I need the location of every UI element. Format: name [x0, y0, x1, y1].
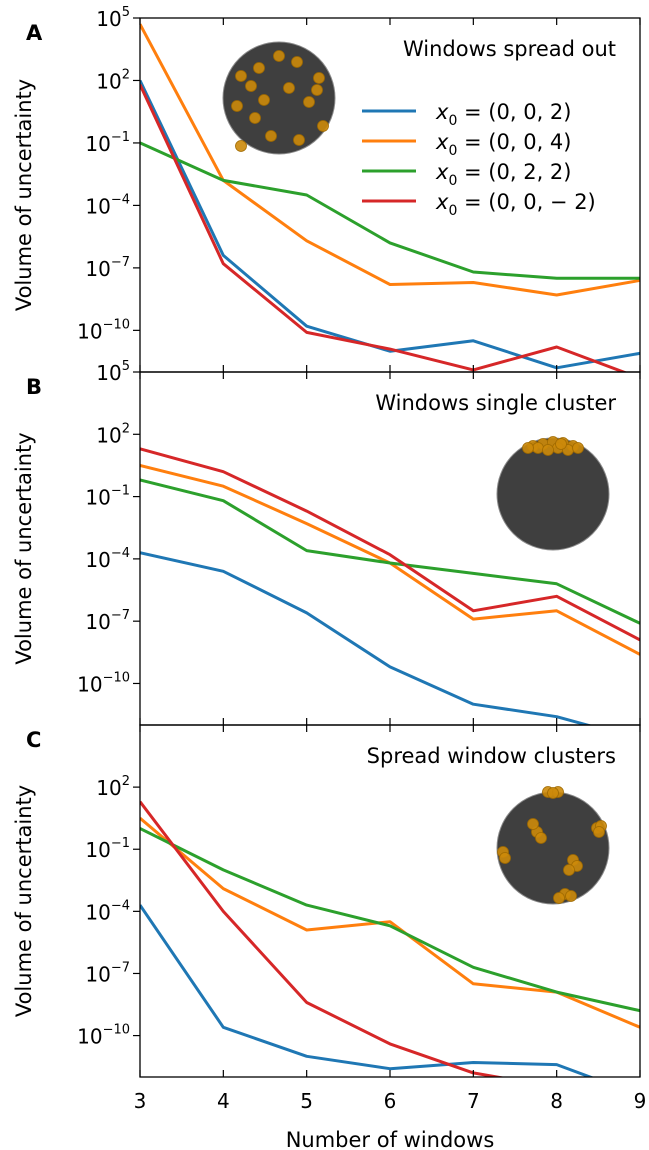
y-tick-label: 10−1 — [85, 836, 130, 862]
window-dot — [555, 438, 567, 450]
series-line-4 — [140, 83, 628, 372]
y-tick-label: 105 — [96, 359, 130, 385]
window-dot — [593, 826, 605, 838]
window-dot — [303, 96, 315, 108]
window-dot — [283, 82, 295, 94]
y-tick-label: 10−1 — [85, 484, 130, 510]
window-dot — [235, 70, 247, 82]
window-dot — [565, 890, 577, 902]
series-line-3 — [140, 827, 640, 1013]
panel-letter: B — [26, 375, 42, 399]
x-tick-label: 9 — [634, 1089, 647, 1113]
window-dot — [231, 100, 243, 112]
y-axis-label: Volume of uncertainty — [12, 432, 36, 664]
window-dot — [291, 56, 303, 68]
x-tick-label: 4 — [217, 1089, 230, 1113]
series-line-3 — [140, 141, 640, 280]
series-group — [140, 800, 640, 1077]
inset-sphere — [496, 786, 610, 905]
series-line-4 — [140, 800, 506, 1077]
sphere-body — [496, 791, 610, 905]
panel-b: 105 102 10−1 10−4 10−7 10−10 Volume of uncerta… — [12, 359, 641, 726]
y-tick-label: 105 — [96, 5, 130, 31]
window-dot — [553, 892, 565, 904]
legend: x0 = (0, 0, 2)x0 = (0, 0, 4)x0 = (0, 2, … — [362, 100, 596, 219]
y-tick-label: 10−4 — [85, 546, 130, 572]
panel-c: 3 4 5 6 7 8 9 102 10−1 10−4 10−7 10−10 Volume of unc… — [12, 724, 647, 1150]
panel-letter: A — [26, 21, 43, 45]
series-group — [140, 447, 640, 725]
window-dot — [249, 112, 261, 124]
window-dot — [311, 84, 323, 96]
x-tick-label: 6 — [384, 1089, 397, 1113]
legend-label: x0 = (0, 0, 2) — [435, 100, 571, 129]
x-tick-label: 5 — [300, 1089, 313, 1113]
window-dot — [235, 140, 247, 152]
window-dot — [313, 72, 325, 84]
y-tick-label: 102 — [96, 774, 130, 800]
window-dot — [542, 444, 554, 456]
x-tick-label: 3 — [134, 1089, 147, 1113]
series-line-1 — [140, 551, 593, 725]
y-tick-label: 10−10 — [77, 1023, 130, 1049]
window-dot — [258, 94, 270, 106]
window-dot — [253, 62, 265, 74]
window-dot — [535, 832, 547, 844]
y-tick-label: 10−7 — [85, 608, 130, 634]
y-tick-label: 10−10 — [77, 670, 130, 696]
inset-sphere — [496, 436, 610, 551]
x-tick-label: 8 — [550, 1089, 563, 1113]
sphere-body — [496, 437, 610, 551]
window-dot — [317, 120, 329, 132]
y-tick-label: 102 — [96, 421, 130, 447]
legend-label: x0 = (0, 0, 4) — [435, 130, 571, 159]
window-dot — [532, 442, 544, 454]
window-dot — [527, 818, 539, 830]
window-dot — [293, 134, 305, 146]
series-line-4 — [140, 447, 640, 642]
x-axis-label: Number of windows — [286, 1128, 495, 1150]
window-dot — [499, 852, 511, 864]
panel-letter: C — [26, 728, 41, 752]
y-tick-label: 10−7 — [85, 255, 130, 281]
sphere-body — [222, 41, 336, 155]
y-tick-label: 102 — [96, 67, 130, 93]
window-dot — [547, 787, 559, 799]
window-dot — [273, 50, 285, 62]
series-line-1 — [140, 904, 595, 1077]
y-tick-label: 10−10 — [77, 317, 130, 343]
legend-label: x0 = (0, 0, − 2) — [435, 190, 596, 219]
y-axis-label: Volume of uncertainty — [12, 785, 36, 1017]
x-tick-label: 7 — [467, 1089, 480, 1113]
window-dot — [563, 864, 575, 876]
series-line-3 — [140, 478, 640, 625]
window-dot — [522, 442, 534, 454]
panel-title: Windows single cluster — [375, 391, 616, 415]
y-tick-label: 10−4 — [85, 898, 130, 924]
y-tick-label: 10−7 — [85, 960, 130, 986]
y-tick-label: 10−1 — [85, 130, 130, 156]
panel-title: Windows spread out — [403, 37, 616, 61]
window-dot — [572, 442, 584, 454]
panel-title: Spread window clusters — [367, 744, 616, 768]
panel-a: 105 102 10−1 10−4 10−7 10−10 Volume of uncerta… — [12, 5, 641, 373]
y-axis-label: Volume of uncertainty — [12, 79, 36, 311]
inset-sphere — [222, 41, 336, 155]
y-tick-label: 10−4 — [85, 192, 130, 218]
legend-label: x0 = (0, 2, 2) — [435, 160, 571, 189]
window-dot — [245, 80, 257, 92]
window-dot — [265, 130, 277, 142]
